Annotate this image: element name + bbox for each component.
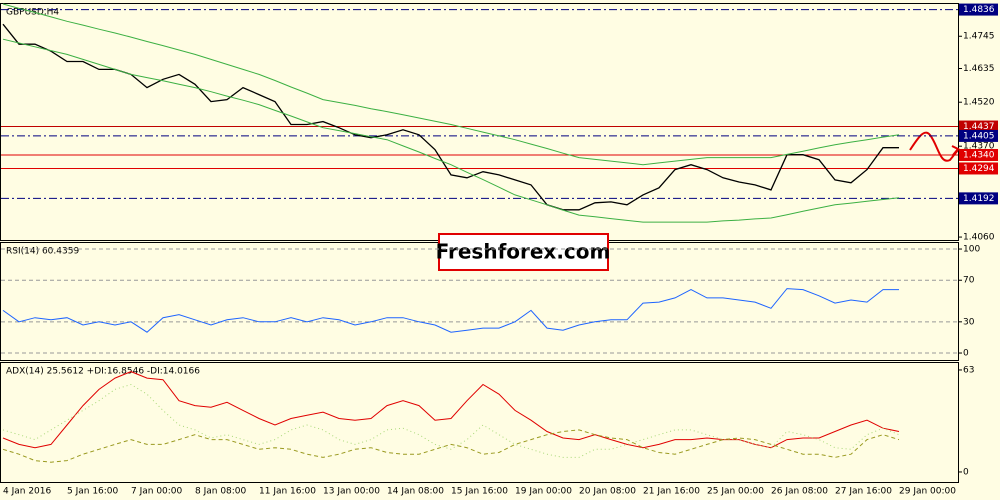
series-line	[2, 38, 900, 223]
y-tick-label: 100	[963, 245, 980, 255]
series-line	[2, 3, 900, 166]
forecast-arrow-head	[951, 145, 960, 156]
x-tick-label: 19 Jan 00:00	[515, 487, 572, 497]
x-tick-label: 4 Jan 2016	[3, 487, 51, 497]
watermark: Freshforex.com	[436, 240, 611, 264]
series-line	[2, 371, 900, 449]
y-tick-label: 0	[963, 467, 969, 477]
series-line	[2, 23, 899, 211]
level-label-box	[959, 120, 998, 133]
x-tick-label: 29 Jan 00:00	[899, 487, 956, 497]
y-tick-label: 1.4060	[963, 233, 995, 243]
panel-title: RSI(14) 60.4359	[6, 247, 79, 257]
level-label: 1.4405	[963, 131, 995, 141]
panel-title: GBPUSD,H4	[6, 8, 59, 18]
x-tick-label: 26 Jan 08:00	[771, 487, 828, 497]
level-label-box	[959, 129, 998, 142]
adx-frame	[0, 362, 959, 483]
level-label-box	[959, 162, 998, 175]
level-label: 1.4437	[963, 122, 995, 132]
x-tick-label: 14 Jan 08:00	[387, 487, 444, 497]
x-tick-label: 8 Jan 08:00	[195, 487, 247, 497]
y-tick-label: 30	[963, 317, 975, 327]
series-line	[2, 429, 900, 463]
x-tick-label: 13 Jan 00:00	[323, 487, 380, 497]
y-tick-label: 1.4520	[963, 98, 995, 108]
y-tick-label: 0	[963, 349, 969, 359]
x-tick-label: 27 Jan 16:00	[835, 487, 892, 497]
last-price-label: 1.4370	[963, 142, 995, 152]
watermark-box	[438, 233, 609, 271]
level-label-box	[959, 148, 998, 161]
y-tick-label: 63	[963, 365, 974, 375]
y-tick-label: 1.4635	[963, 64, 995, 74]
x-tick-label: 25 Jan 00:00	[707, 487, 764, 497]
x-tick-label: 15 Jan 16:00	[451, 487, 508, 497]
level-label-box	[959, 3, 998, 16]
series-line	[2, 383, 900, 458]
level-label: 1.4192	[963, 194, 995, 204]
x-tick-label: 7 Jan 00:00	[131, 487, 183, 497]
x-tick-label: 11 Jan 16:00	[259, 487, 316, 497]
series-line	[2, 288, 899, 333]
level-label-box	[959, 192, 998, 205]
x-tick-label: 20 Jan 08:00	[579, 487, 636, 497]
level-label: 1.4836	[963, 5, 995, 15]
panel-title: ADX(14) 25.5612 +DI:16.8546 -DI:14.0166	[6, 367, 200, 377]
y-tick-label: 70	[963, 276, 975, 286]
level-label: 1.4294	[963, 164, 995, 174]
x-tick-label: 21 Jan 16:00	[643, 487, 700, 497]
forecast-arrow	[909, 131, 959, 162]
y-tick-label: 1.4745	[963, 32, 995, 42]
x-tick-label: 5 Jan 16:00	[67, 487, 119, 497]
level-label: 1.4340	[963, 150, 995, 160]
